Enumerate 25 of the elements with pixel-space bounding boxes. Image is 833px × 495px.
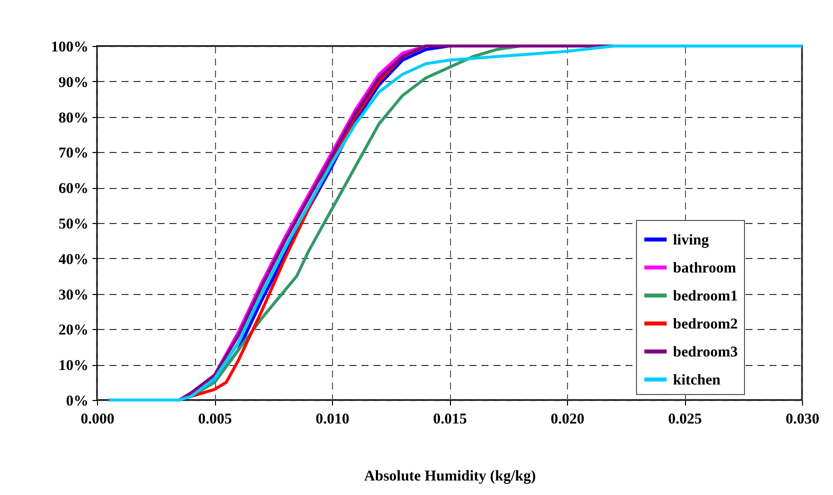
y-tick-label: 20% [58, 322, 88, 339]
legend-label: kitchen [673, 372, 722, 388]
x-tick-label: 0.005 [198, 412, 232, 428]
legend-label: bedroom3 [673, 344, 738, 360]
legend-label: living [673, 232, 710, 248]
y-tick-label: 30% [58, 287, 88, 304]
y-tick-label: 60% [58, 181, 88, 198]
x-tick-label: 0.010 [316, 412, 350, 428]
y-tick-label: 40% [58, 252, 88, 268]
y-tick-label: 80% [58, 110, 88, 126]
legend-label: bathroom [673, 260, 737, 276]
y-tick-label: 10% [58, 358, 88, 374]
x-tick-label: 0.015 [433, 412, 467, 428]
legend-label: bedroom1 [673, 288, 738, 304]
x-tick-label: 0.025 [668, 412, 702, 428]
y-tick-label: 90% [58, 74, 88, 91]
y-tick-label: 0% [66, 394, 88, 410]
y-tick-label: 70% [58, 146, 88, 162]
legend-label: bedroom2 [673, 316, 738, 332]
x-tick-label: 0.030 [786, 412, 820, 428]
y-tick-label: 50% [58, 216, 88, 232]
x-tick-label: 0.020 [550, 412, 584, 428]
x-tick-label: 0.000 [80, 412, 114, 428]
y-tick-label: 100% [51, 40, 88, 56]
x-axis-title: Absolute Humidity (kg/kg) [364, 468, 536, 484]
